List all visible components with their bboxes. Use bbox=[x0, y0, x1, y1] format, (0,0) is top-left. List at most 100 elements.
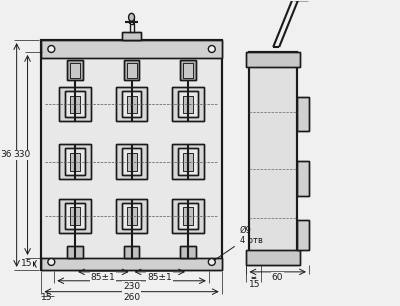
Bar bbox=[67, 246, 83, 258]
Bar bbox=[124, 246, 140, 258]
Bar bbox=[180, 246, 196, 258]
Bar bbox=[172, 199, 204, 233]
Bar bbox=[59, 144, 91, 179]
Bar bbox=[59, 144, 91, 179]
Bar bbox=[42, 258, 222, 270]
Bar bbox=[178, 91, 198, 117]
Bar bbox=[59, 199, 91, 233]
Text: 330: 330 bbox=[13, 151, 30, 159]
Bar bbox=[180, 60, 196, 80]
Bar bbox=[246, 52, 300, 67]
Bar bbox=[127, 153, 136, 171]
Bar bbox=[65, 148, 85, 175]
Bar bbox=[127, 63, 136, 78]
Bar bbox=[70, 63, 80, 78]
Bar bbox=[122, 91, 142, 117]
Bar bbox=[246, 250, 300, 265]
Bar bbox=[70, 95, 80, 114]
Bar bbox=[122, 32, 142, 40]
Bar bbox=[172, 144, 204, 179]
Bar bbox=[127, 95, 136, 114]
Bar bbox=[65, 91, 85, 117]
Bar bbox=[116, 144, 148, 179]
Text: 230: 230 bbox=[123, 282, 140, 291]
Bar bbox=[178, 148, 198, 175]
Bar bbox=[127, 153, 136, 171]
Bar bbox=[116, 144, 148, 179]
Bar bbox=[124, 246, 140, 258]
Bar bbox=[65, 203, 85, 229]
Circle shape bbox=[48, 46, 55, 52]
Text: 15: 15 bbox=[249, 280, 260, 289]
Circle shape bbox=[208, 46, 215, 52]
Bar bbox=[59, 87, 91, 121]
Bar bbox=[67, 60, 83, 80]
Bar bbox=[180, 60, 196, 80]
Bar bbox=[42, 40, 222, 270]
Bar bbox=[122, 32, 142, 40]
Bar bbox=[124, 60, 140, 80]
Bar bbox=[116, 87, 148, 121]
Bar bbox=[122, 203, 142, 229]
Bar bbox=[246, 250, 300, 265]
Bar bbox=[42, 258, 222, 270]
Bar bbox=[250, 52, 297, 265]
Ellipse shape bbox=[128, 13, 134, 21]
Bar bbox=[70, 63, 80, 78]
Bar bbox=[65, 148, 85, 175]
Bar bbox=[116, 199, 148, 233]
Bar bbox=[250, 52, 297, 265]
Bar bbox=[70, 153, 80, 171]
Text: Ø9
4 отв: Ø9 4 отв bbox=[214, 226, 262, 260]
Bar bbox=[178, 148, 198, 175]
Bar bbox=[172, 144, 204, 179]
Bar bbox=[127, 207, 136, 225]
Bar bbox=[183, 153, 193, 171]
Bar bbox=[124, 60, 140, 80]
Bar bbox=[172, 87, 204, 121]
Bar bbox=[122, 148, 142, 175]
Bar bbox=[178, 203, 198, 229]
Text: 260: 260 bbox=[123, 293, 140, 302]
Bar bbox=[116, 199, 148, 233]
Bar bbox=[42, 40, 222, 270]
Bar bbox=[172, 199, 204, 233]
Text: 15: 15 bbox=[41, 293, 52, 302]
Bar bbox=[297, 96, 309, 131]
Bar bbox=[183, 207, 193, 225]
Bar bbox=[183, 63, 193, 78]
Text: 85±1: 85±1 bbox=[90, 273, 115, 282]
Text: 15: 15 bbox=[21, 259, 32, 268]
Bar bbox=[297, 220, 309, 250]
Circle shape bbox=[48, 259, 55, 265]
Bar bbox=[67, 246, 83, 258]
Bar bbox=[183, 95, 193, 114]
Bar bbox=[59, 87, 91, 121]
Bar bbox=[122, 91, 142, 117]
Bar bbox=[297, 161, 309, 196]
Bar bbox=[297, 96, 309, 131]
Bar bbox=[172, 87, 204, 121]
Bar bbox=[127, 63, 136, 78]
Bar bbox=[42, 40, 222, 58]
Bar bbox=[70, 95, 80, 114]
Bar bbox=[183, 95, 193, 114]
Bar bbox=[70, 207, 80, 225]
Bar bbox=[116, 87, 148, 121]
Bar bbox=[180, 246, 196, 258]
Bar bbox=[70, 153, 80, 171]
Text: 360: 360 bbox=[0, 151, 17, 159]
Bar bbox=[65, 91, 85, 117]
Bar bbox=[183, 207, 193, 225]
Bar bbox=[127, 95, 136, 114]
Bar bbox=[65, 203, 85, 229]
Bar bbox=[297, 220, 309, 250]
Bar bbox=[127, 207, 136, 225]
Bar bbox=[297, 161, 309, 196]
Bar bbox=[183, 63, 193, 78]
Bar bbox=[183, 153, 193, 171]
Bar bbox=[59, 199, 91, 233]
Bar bbox=[178, 91, 198, 117]
Bar bbox=[178, 203, 198, 229]
Bar bbox=[122, 203, 142, 229]
